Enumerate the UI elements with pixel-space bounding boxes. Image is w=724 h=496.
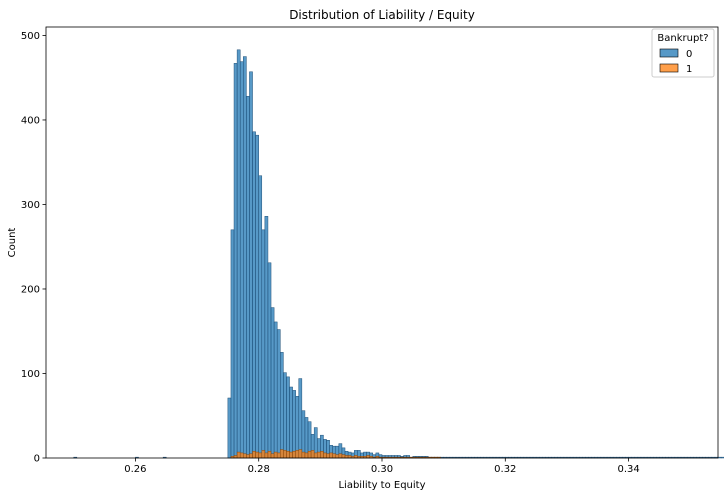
legend-items: 01	[659, 48, 692, 75]
bar-series-1	[236, 451, 241, 459]
bar-series-0	[270, 307, 275, 459]
bar-series-1	[280, 449, 284, 459]
bar-series-0	[717, 456, 722, 459]
legend-label-1: 1	[686, 64, 692, 75]
legend-swatch-1	[659, 63, 679, 73]
bar-series-1	[267, 450, 272, 459]
bar-series-1	[292, 450, 296, 459]
bar-series-1	[246, 454, 250, 459]
legend-swatch-0	[659, 48, 679, 58]
y-tick-label: 400	[21, 115, 40, 126]
x-tick-label: 0.26	[124, 464, 146, 475]
x-tick-label: 0.32	[494, 464, 516, 475]
bar-series-1	[323, 452, 327, 459]
bar-series-0	[295, 396, 300, 459]
bar-series-1	[329, 452, 333, 459]
bar-series-0	[280, 352, 284, 459]
y-tick-label: 300	[21, 200, 40, 211]
bar-series-0	[264, 216, 269, 459]
bar-series-0	[286, 376, 290, 459]
y-tick-label: 100	[21, 369, 40, 380]
y-axis-label: Count	[7, 228, 18, 258]
plot-frame	[45, 26, 719, 459]
bar-series-1	[258, 452, 263, 459]
bar-series-0	[273, 321, 278, 459]
bar-series-1	[335, 454, 340, 459]
bar-series-0	[267, 262, 272, 459]
x-tick-label: 0.28	[248, 464, 270, 475]
bar-series-0	[298, 378, 303, 459]
bar-series-0	[227, 397, 232, 459]
bar-series-1	[317, 451, 321, 459]
bar-series-1	[338, 453, 343, 459]
bar-series-1	[320, 450, 324, 459]
bar-series-1	[255, 451, 259, 459]
bar-series-1	[310, 450, 315, 459]
legend-label-0: 0	[686, 49, 692, 60]
x-tick-label: 0.34	[617, 464, 639, 475]
x-axis-label: Liability to Equity	[338, 480, 425, 491]
bar-series-1	[298, 449, 303, 459]
y-tick-label: 0	[34, 454, 40, 465]
bar-series-1	[341, 454, 346, 459]
x-tick-label: 0.30	[371, 464, 393, 475]
bar-series-1	[261, 450, 266, 459]
bar-series-0	[276, 329, 281, 459]
y-tick-label: 500	[21, 31, 40, 42]
bar-series-0	[246, 96, 250, 459]
legend-title: Bankrupt?	[657, 33, 708, 44]
legend: Bankrupt? 01	[651, 28, 715, 78]
bar-series-0	[233, 63, 238, 459]
bar-series-0	[283, 372, 287, 459]
bar-series-1	[326, 453, 330, 459]
bar-series-1	[286, 450, 290, 459]
bar-series-1	[270, 453, 275, 459]
bar-series-0	[720, 456, 724, 459]
bar-series-0	[239, 61, 244, 459]
bar-series-1	[276, 452, 281, 459]
bar-series-1	[283, 450, 287, 459]
bar-series-1	[289, 451, 293, 459]
bar-series-1	[332, 453, 337, 459]
bar-series-1	[239, 452, 244, 459]
bar-series-0	[261, 229, 266, 459]
bar-series-0	[243, 56, 247, 459]
bar-series-0	[255, 134, 259, 459]
x-axis-ticks: 0.26 0.28 0.30 0.32 0.34	[124, 458, 640, 475]
bars-layer	[73, 49, 724, 459]
bar-series-0	[258, 175, 263, 459]
bar-series-0	[289, 386, 293, 459]
bar-series-0	[236, 49, 241, 459]
bar-series-1	[307, 450, 312, 459]
bar-series-0	[292, 390, 296, 459]
bar-series-1	[313, 452, 318, 459]
y-tick-label: 200	[21, 284, 40, 295]
bar-series-1	[243, 453, 247, 459]
bar-series-1	[264, 452, 269, 459]
bar-series-0	[301, 410, 306, 459]
bar-series-1	[249, 453, 253, 459]
bar-series-0	[249, 71, 253, 459]
bar-series-1	[273, 451, 278, 459]
bar-series-0	[230, 229, 235, 459]
y-axis-ticks: 0 100 200 300 400 500	[21, 31, 46, 465]
bar-series-0	[252, 131, 256, 459]
chart-title: Distribution of Liability / Equity	[289, 8, 475, 22]
bar-series-1	[252, 450, 256, 459]
bar-series-1	[295, 450, 300, 459]
bar-series-0	[304, 417, 309, 459]
bar-series-1	[304, 452, 309, 459]
bar-series-1	[301, 451, 306, 459]
